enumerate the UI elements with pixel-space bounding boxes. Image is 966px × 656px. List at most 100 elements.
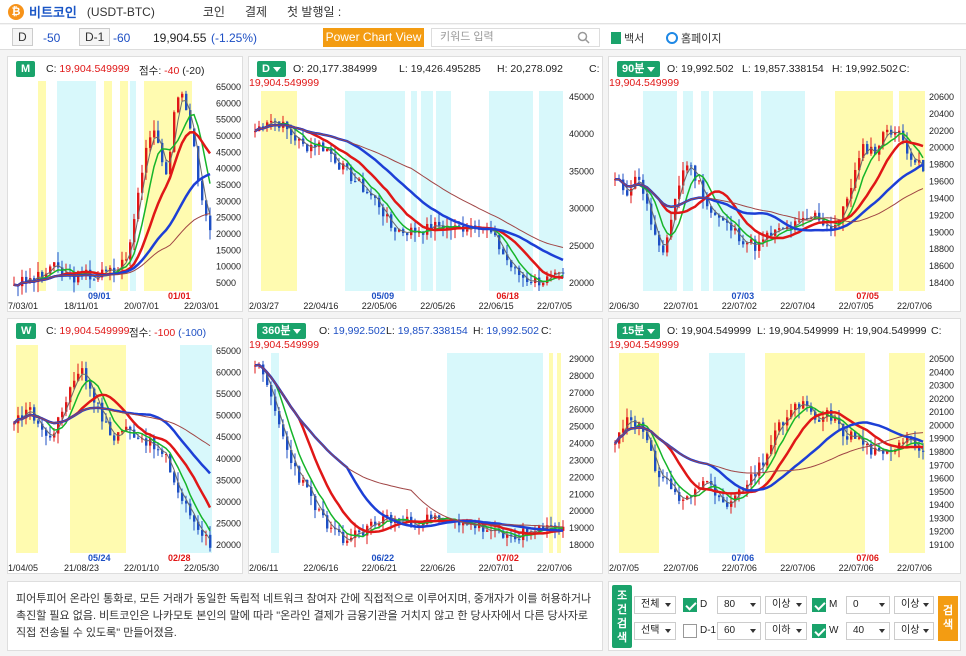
- row1-select[interactable]: 전체: [634, 596, 676, 614]
- score: 점수: -40 (-20): [139, 65, 205, 77]
- candle-body: [298, 138, 301, 141]
- close-value: 19,904.549999: [59, 325, 130, 337]
- candle-body: [762, 462, 765, 466]
- condition-search-tab[interactable]: 조건검색: [612, 585, 632, 648]
- candle-body: [502, 249, 505, 255]
- menu-payment[interactable]: 결제: [244, 5, 268, 19]
- chart-canvas[interactable]: 20600 20400 20200 20000 19800 19600 19400 19200…: [609, 57, 961, 312]
- candle-body: [634, 420, 637, 427]
- timeframe-dropdown[interactable]: 90분: [617, 61, 661, 77]
- candle-body: [818, 419, 821, 422]
- row2-operator-select[interactable]: 이하: [765, 622, 807, 640]
- candle-body: [302, 480, 305, 483]
- candle-body: [902, 442, 905, 444]
- candle-body: [814, 212, 817, 219]
- candle-body: [886, 129, 889, 133]
- candle-body: [314, 144, 317, 147]
- y-tick-label: 35000: [216, 475, 241, 485]
- y-tick-label: 19800: [929, 447, 954, 457]
- candle-body: [874, 146, 877, 155]
- candle-body: [810, 218, 813, 220]
- candle-body: [354, 181, 357, 183]
- candle-body: [314, 495, 317, 511]
- row1-d-checkbox[interactable]: [683, 598, 697, 612]
- highlight-band: [104, 81, 112, 291]
- candle-body: [266, 374, 269, 385]
- candle-body: [165, 162, 168, 175]
- timeframe-dropdown[interactable]: D: [257, 61, 286, 77]
- row2-value-select[interactable]: 60: [717, 622, 761, 640]
- candle-body: [209, 534, 212, 548]
- whitepaper-link[interactable]: 백서: [611, 30, 644, 46]
- y-tick-label: 50000: [216, 411, 241, 421]
- search-icon[interactable]: [566, 28, 600, 47]
- candle-body: [758, 462, 761, 476]
- chart-canvas[interactable]: 29000 28000 27000 26000 25000 24000 23000 22000…: [249, 319, 603, 574]
- candle-body: [426, 514, 429, 524]
- chart-canvas[interactable]: 20500 20400 20300 20200 20100 20000 19900 19800…: [609, 319, 961, 574]
- candle-body: [662, 477, 665, 479]
- candle-body: [734, 228, 737, 231]
- y-tick-label: 26000: [569, 405, 594, 415]
- menu-coin[interactable]: 코인: [202, 5, 225, 19]
- chevron-down-icon: [923, 603, 929, 607]
- row2-w-operator-select[interactable]: 이상: [894, 622, 934, 640]
- candle-body: [662, 245, 665, 253]
- candle-body: [862, 144, 865, 159]
- x-tick-label: 22/07/06: [537, 563, 572, 573]
- row1-m-operator-select[interactable]: 이상: [894, 596, 934, 614]
- x-tick-label: 22/06/16: [303, 563, 338, 573]
- row2-select[interactable]: 선택: [634, 622, 676, 640]
- row1-m-value-select[interactable]: 0: [846, 596, 890, 614]
- open-label: O: 19,992.502: [319, 325, 386, 337]
- timeframe-dropdown[interactable]: 360분: [257, 323, 307, 339]
- chart-canvas[interactable]: 45000 40000 35000 30000 25000 20000 2/03/27 22/…: [249, 57, 603, 312]
- power-chart-view-button[interactable]: Power Chart View: [323, 28, 424, 47]
- candle-body: [686, 165, 689, 171]
- timeframe-dropdown[interactable]: 15분: [617, 323, 661, 339]
- row1-m-checkbox[interactable]: [812, 598, 826, 612]
- candle-body: [41, 423, 44, 430]
- row2-w-value-select[interactable]: 40: [846, 622, 890, 640]
- row1-value-select[interactable]: 80: [717, 596, 761, 614]
- x-tick-label: 22/06/26: [420, 563, 455, 573]
- chevron-down-icon: [923, 629, 929, 633]
- candle-body: [790, 410, 793, 418]
- candle-body: [546, 525, 549, 531]
- candle-body: [57, 417, 60, 434]
- candle-body: [806, 401, 809, 406]
- close-label: C:: [589, 63, 600, 75]
- candle-body: [378, 197, 381, 208]
- candle-body: [197, 146, 200, 181]
- search-button[interactable]: 검색: [938, 596, 958, 641]
- low-value: 19,857.338154: [753, 63, 824, 75]
- candle-body: [750, 474, 753, 485]
- highlight-band: [539, 91, 563, 291]
- row1-operator-select[interactable]: 이상: [765, 596, 807, 614]
- chart-canvas[interactable]: 65000 60000 55000 50000 45000 40000 35000 30000…: [8, 319, 243, 574]
- y-tick-label: 45000: [216, 147, 241, 157]
- keyword-search-input[interactable]: 키워드 입력: [431, 28, 600, 47]
- candle-body: [670, 478, 673, 490]
- candle-body: [870, 146, 873, 154]
- score-value: -100: [154, 327, 176, 339]
- candle-body: [177, 482, 180, 493]
- price-change: (-1.25%): [211, 31, 258, 45]
- row2-w-checkbox[interactable]: [812, 624, 826, 638]
- chart-canvas[interactable]: 65000 60000 55000 50000 45000 40000 35000 30000…: [8, 57, 243, 312]
- open-label: O: 19,904.549999: [667, 325, 752, 337]
- candle-body: [105, 269, 108, 272]
- y-tick-label: 20000: [569, 278, 594, 288]
- candle-body: [129, 426, 132, 430]
- candle-body: [390, 214, 393, 228]
- row1-m-value: 0: [853, 599, 859, 610]
- row2-d1-checkbox[interactable]: [683, 624, 697, 638]
- moving-average-line: [614, 426, 924, 474]
- menu-first-issue[interactable]: 첫 발행일 :: [287, 5, 342, 19]
- homepage-link[interactable]: 홈페이지: [666, 30, 721, 46]
- y-tick-label: 20500: [929, 354, 954, 364]
- highlight-band: [411, 91, 417, 291]
- y-tick-label: 60000: [216, 98, 241, 108]
- candle-body: [738, 228, 741, 242]
- candle-body: [622, 179, 625, 191]
